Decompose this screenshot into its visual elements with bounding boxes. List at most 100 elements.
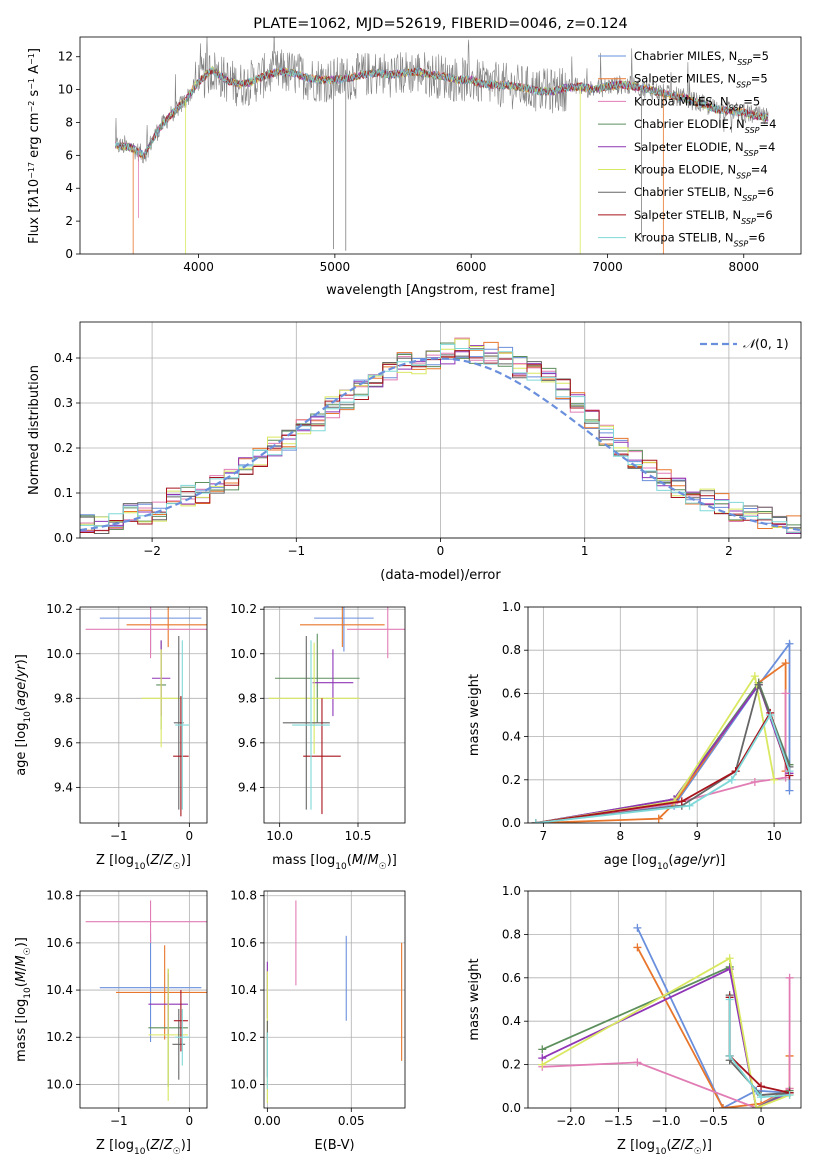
x-axis-label: E(B-V) xyxy=(314,1138,354,1153)
axes-frame xyxy=(264,607,405,823)
x-tick-label: −1.5 xyxy=(604,1114,633,1128)
x-tick-label: 8000 xyxy=(728,260,759,274)
axes-ticks: −1 0 9.4 9.6 9.8 10.0 10.2 xyxy=(46,602,208,843)
x-tick-label: 7 xyxy=(540,829,548,843)
y-tick-label: 0.4 xyxy=(502,1014,521,1028)
x-tick-label: 2 xyxy=(725,544,733,558)
weight-marker xyxy=(719,1104,727,1108)
weight-series xyxy=(535,640,791,823)
axes-ticks: 4000 5000 6000 7000 8000 0 2 4 6 8 10 12 xyxy=(58,36,802,274)
weight-series xyxy=(535,681,791,823)
weight-marker xyxy=(750,672,759,681)
axes-frame xyxy=(264,891,405,1108)
x-axis-label: wavelength [Angstrom, rest frame] xyxy=(326,283,555,298)
weight-marker xyxy=(785,767,794,776)
weight-marker xyxy=(677,797,686,806)
x-tick-label: −1 xyxy=(287,544,305,558)
axes-frame xyxy=(528,606,801,824)
axes-border xyxy=(79,36,802,255)
y-tick-label: 10.8 xyxy=(46,889,73,903)
y-tick-label: 4 xyxy=(65,181,73,195)
weight-marker xyxy=(725,954,734,963)
spectrum-lines xyxy=(115,37,769,254)
y-tick-label: 0 xyxy=(65,247,73,261)
weight-series xyxy=(542,977,791,1108)
model-spectrum xyxy=(115,66,769,159)
y-tick-label: 0.0 xyxy=(54,531,73,545)
weight-series xyxy=(541,956,790,1108)
weight-marker xyxy=(750,777,759,786)
y-axis-label: age [log10(age/yr)] xyxy=(14,654,33,776)
x-tick-label: 6000 xyxy=(456,260,487,274)
y-tick-label: 12 xyxy=(58,50,73,64)
y-tick-label: 9.4 xyxy=(238,780,257,794)
y-tick-label: 9.8 xyxy=(54,691,73,705)
y-tick-label: 9.6 xyxy=(238,736,257,750)
y-axis-label: Normed distribution xyxy=(27,365,42,495)
x-tick-label: 7000 xyxy=(592,260,623,274)
weight-lines xyxy=(538,923,794,1108)
weight-marker xyxy=(766,711,775,719)
x-axis-label: Z [log10(Z/Z☉)] xyxy=(96,1138,191,1157)
y-axis-label: mass weight xyxy=(467,958,482,1040)
x-axis-label: mass [log10(M/M☉)] xyxy=(272,853,397,872)
axes-frame xyxy=(80,607,207,823)
axes-border xyxy=(263,890,406,1109)
axes-ticks: −1 0 10.0 10.2 10.4 10.6 10.8 xyxy=(46,889,208,1128)
y-tick-label: 9.6 xyxy=(54,736,73,750)
y-tick-label: 0.0 xyxy=(502,816,521,830)
x-axis-label: age [log10(age/yr)] xyxy=(604,853,726,872)
y-tick-label: 10 xyxy=(58,83,73,97)
x-tick-label: −2.0 xyxy=(556,1114,585,1128)
x-axis-label: Z [log10(Z/Z☉)] xyxy=(96,853,191,872)
x-tick-label: −0.5 xyxy=(699,1114,728,1128)
x-tick-label: 4000 xyxy=(183,260,214,274)
axes-ticks: −2.0 −1.5 −1.0 −0.5 0 0.0 0.2 0.4 0.6 0.8 1.0 xyxy=(502,884,802,1128)
legend-label: Salpeter ELODIE, NSSP=4 xyxy=(634,140,775,158)
normal-curve xyxy=(80,357,801,532)
y-axis-label: mass weight xyxy=(467,674,482,756)
y-tick-label: 10.0 xyxy=(230,647,257,661)
x-tick-label: 0 xyxy=(437,544,445,558)
errorbars xyxy=(266,900,403,1104)
weight-series xyxy=(728,999,790,1099)
weight-series xyxy=(535,682,791,823)
axes-border xyxy=(263,606,406,824)
legend-label: Kroupa STELIB, NSSP=6 xyxy=(634,231,765,249)
weight-marker xyxy=(770,775,779,784)
y-tick-label: 0.2 xyxy=(502,773,521,787)
y-axis-label: Flux [fλ10−17 erg cm−2 s−1 A−1] xyxy=(27,48,43,244)
axes-ticks: 7 8 9 10 0.0 0.2 0.4 0.6 0.8 1.0 xyxy=(502,600,802,843)
x-tick-label: 10.0 xyxy=(266,829,293,843)
y-tick-label: 1.0 xyxy=(502,884,521,898)
axes-ticks: −2 −1 0 1 2 0.0 0.1 0.2 0.3 0.4 xyxy=(54,321,802,558)
y-tick-label: 10.2 xyxy=(230,602,257,616)
y-tick-label: 10.4 xyxy=(230,983,257,997)
y-tick-label: 10.2 xyxy=(46,1030,73,1044)
y-tick-label: 0.4 xyxy=(54,351,73,365)
y-tick-label: 10.4 xyxy=(46,983,73,997)
x-tick-label: 0.00 xyxy=(254,1114,281,1128)
weight-marker xyxy=(654,814,663,823)
legend-label: Salpeter MILES, NSSP=5 xyxy=(634,72,768,90)
y-tick-label: 10.0 xyxy=(46,647,73,661)
weight-marker xyxy=(633,943,642,952)
weight-marker xyxy=(531,819,540,823)
x-tick-label: −2 xyxy=(143,544,161,558)
weight-lines xyxy=(531,639,794,823)
weight-series xyxy=(541,967,790,1108)
axes-border xyxy=(79,606,208,824)
y-tick-label: 10.2 xyxy=(46,602,73,616)
y-tick-label: 0.0 xyxy=(502,1101,521,1115)
x-tick-label: 5000 xyxy=(320,260,351,274)
weight-marker xyxy=(785,1090,794,1099)
axes-border xyxy=(527,890,802,1109)
weight-marker xyxy=(757,1082,766,1091)
y-tick-label: 9.8 xyxy=(238,691,257,705)
weight-series xyxy=(636,927,790,1108)
axes-ticks: 0.00 0.05 10.0 10.2 10.4 10.6 10.8 xyxy=(230,889,406,1128)
y-tick-label: 10.0 xyxy=(230,1077,257,1091)
y-tick-label: 10.2 xyxy=(230,1030,257,1044)
chart-title: PLATE=1062, MJD=52619, FIBERID=0046, z=0… xyxy=(253,16,627,32)
